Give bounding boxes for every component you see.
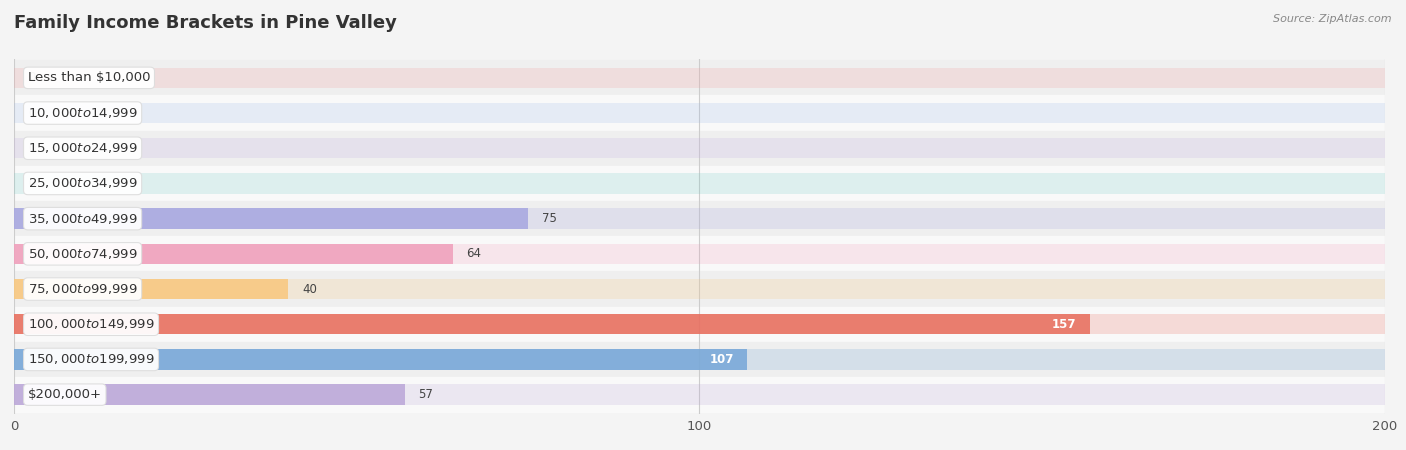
Bar [14,306,1385,342]
Bar [14,208,1385,229]
Bar [14,60,1385,95]
Bar [14,349,1385,369]
Text: 40: 40 [302,283,316,296]
Text: 64: 64 [467,248,481,261]
Text: 0: 0 [28,72,35,84]
Text: 157: 157 [1052,318,1077,331]
Text: $75,000 to $99,999: $75,000 to $99,999 [28,282,138,296]
Bar [14,384,1385,405]
Text: $100,000 to $149,999: $100,000 to $149,999 [28,317,155,331]
Text: 0: 0 [28,107,35,120]
Text: $25,000 to $34,999: $25,000 to $34,999 [28,176,138,190]
Bar [14,166,1385,201]
Text: $10,000 to $14,999: $10,000 to $14,999 [28,106,138,120]
Text: 107: 107 [710,353,734,366]
Bar [14,95,1385,130]
Bar [14,377,1385,412]
Bar [14,208,529,229]
Text: $15,000 to $24,999: $15,000 to $24,999 [28,141,138,155]
Bar [14,243,1385,264]
Text: 0: 0 [28,177,35,190]
Text: $35,000 to $49,999: $35,000 to $49,999 [28,212,138,225]
Bar [14,130,1385,166]
Text: Less than $10,000: Less than $10,000 [28,72,150,84]
Bar [14,384,405,405]
Text: 57: 57 [419,388,433,401]
Bar [14,243,453,264]
Text: 75: 75 [541,212,557,225]
Bar [14,314,1385,334]
Bar [14,279,1385,299]
Text: $150,000 to $199,999: $150,000 to $199,999 [28,352,155,366]
Bar [14,236,1385,271]
Bar [14,271,1385,306]
Bar [14,173,1385,194]
Bar [14,103,1385,123]
Text: $50,000 to $74,999: $50,000 to $74,999 [28,247,138,261]
Bar [14,279,288,299]
Text: Family Income Brackets in Pine Valley: Family Income Brackets in Pine Valley [14,14,396,32]
Bar [14,201,1385,236]
Text: 0: 0 [28,142,35,155]
Bar [14,342,1385,377]
Bar [14,138,1385,158]
Text: $200,000+: $200,000+ [28,388,101,401]
Bar [14,349,748,369]
Bar [14,314,1090,334]
Bar [14,68,1385,88]
Text: Source: ZipAtlas.com: Source: ZipAtlas.com [1274,14,1392,23]
